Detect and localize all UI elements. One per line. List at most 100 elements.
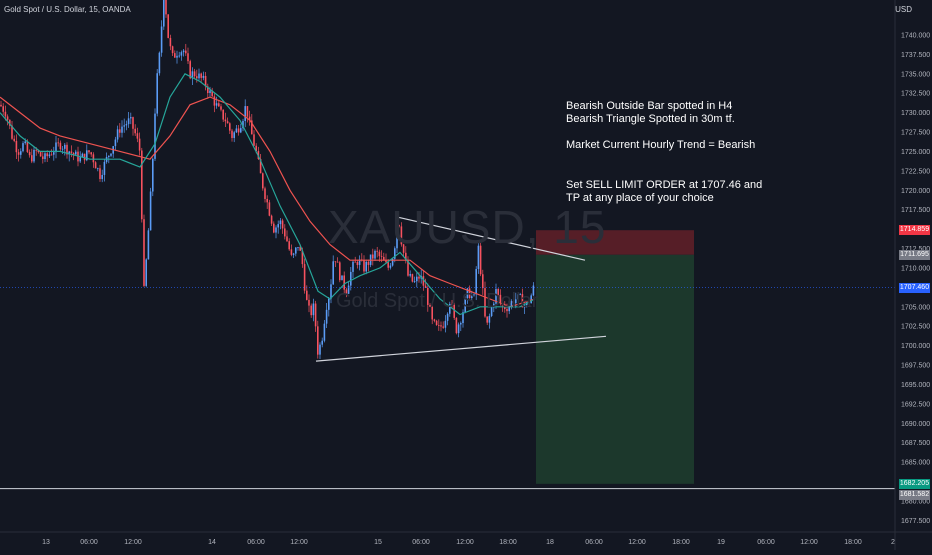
candle-body: [83, 153, 86, 161]
candle-body: [339, 262, 341, 281]
candle-body: [303, 264, 306, 291]
candle-body: [405, 252, 407, 261]
take-profit-zone[interactable]: [536, 254, 694, 484]
candle-body: [222, 109, 224, 120]
annotation-line-5[interactable]: TP at any place of your choice: [566, 192, 714, 204]
candle-body: [284, 228, 286, 237]
candle-body: [116, 129, 119, 140]
candle-body: [350, 271, 352, 286]
candle-body: [246, 106, 249, 117]
candle-body: [275, 227, 277, 233]
upper-trendline[interactable]: [398, 216, 586, 261]
candle-body: [0, 104, 2, 107]
candle-body: [244, 106, 246, 121]
candle-body: [119, 129, 121, 133]
time-tick-label: 12:00: [800, 539, 818, 546]
lower-trendline[interactable]: [315, 335, 607, 362]
annotation-line-2[interactable]: Bearish Triangle Spotted in 30m tf.: [566, 113, 735, 125]
candle-body: [508, 306, 510, 312]
candle-body: [61, 148, 64, 150]
candle-body: [37, 150, 40, 153]
candle-body: [176, 55, 178, 58]
candle-body: [242, 120, 244, 129]
time-tick-label: 18: [546, 539, 554, 546]
stop-loss-zone[interactable]: [536, 230, 694, 255]
price-tick-label: 1727.500: [901, 130, 930, 137]
candle-body: [328, 298, 330, 310]
annotation-line-3[interactable]: Market Current Hourly Trend = Bearish: [566, 139, 756, 151]
candle-body: [33, 149, 35, 162]
candle-body: [306, 290, 308, 300]
candle-body: [165, 0, 167, 15]
candle-body: [189, 61, 191, 79]
candle-body: [464, 298, 466, 313]
candle-body: [363, 260, 365, 272]
candle-body: [347, 285, 350, 294]
candle-body: [20, 151, 22, 155]
time-tick-label: 14: [208, 539, 216, 546]
price-tick-label: 1680.000: [901, 498, 930, 505]
time-tick-label: 06:00: [412, 539, 430, 546]
annotation-line-1[interactable]: Bearish Outside Bar spotted in H4: [566, 100, 733, 112]
price-tick-label: 1687.500: [901, 440, 930, 447]
candle-body: [499, 294, 502, 303]
candle-body: [53, 152, 55, 155]
candle-body: [9, 119, 11, 126]
candle-body: [493, 303, 495, 308]
symbol-watermark: XAUUSD, 15: [328, 201, 607, 253]
candle-body: [108, 155, 110, 158]
candle-body: [86, 150, 88, 161]
candle-body: [407, 260, 409, 276]
candle-body: [211, 90, 213, 97]
candle-body: [279, 220, 282, 225]
time-tick-label: 19: [717, 539, 725, 546]
candle-body: [367, 261, 370, 265]
candle-body: [266, 198, 268, 203]
candle-body: [427, 287, 429, 305]
candle-body: [154, 113, 156, 159]
candle-body: [504, 306, 506, 310]
ema-fast-line: [0, 73, 536, 316]
candle-body: [440, 325, 442, 327]
price-tick-label: 1685.000: [901, 460, 930, 467]
price-tick-label: 1692.500: [901, 401, 930, 408]
candle-body: [253, 134, 255, 146]
candle-body: [75, 151, 77, 155]
candle-body: [97, 168, 99, 170]
price-axis-panel[interactable]: [895, 0, 932, 550]
candle-body: [288, 241, 290, 250]
candle-body: [528, 302, 530, 304]
candle-body: [191, 71, 194, 79]
candle-body: [374, 250, 376, 259]
candle-body: [512, 301, 515, 304]
candle-body: [70, 151, 73, 154]
candle-body: [471, 295, 473, 299]
candle-body: [215, 103, 218, 106]
candle-body: [42, 156, 44, 160]
candle-body: [160, 26, 163, 53]
time-tick-label: 13: [42, 539, 50, 546]
candle-body: [312, 303, 315, 316]
candle-body: [455, 317, 458, 334]
candle-body: [523, 305, 526, 308]
candle-body: [290, 249, 293, 255]
candle-body: [411, 274, 414, 282]
annotation-line-4[interactable]: Set SELL LIMIT ORDER at 1707.46 and: [566, 179, 763, 191]
price-tick-label: 1700.000: [901, 343, 930, 350]
candle-body: [127, 118, 130, 125]
candle-body: [424, 285, 427, 288]
candle-body: [446, 313, 449, 321]
candle-body: [233, 132, 235, 138]
candle-body: [506, 309, 508, 312]
candle-body: [92, 154, 95, 163]
candle-body: [321, 340, 323, 345]
candle-body: [356, 261, 359, 265]
candle-body: [462, 312, 464, 324]
candle-body: [444, 320, 447, 328]
candle-body: [394, 248, 396, 259]
candle-body: [72, 153, 75, 155]
candle-body: [138, 138, 141, 151]
candle-body: [178, 55, 180, 57]
